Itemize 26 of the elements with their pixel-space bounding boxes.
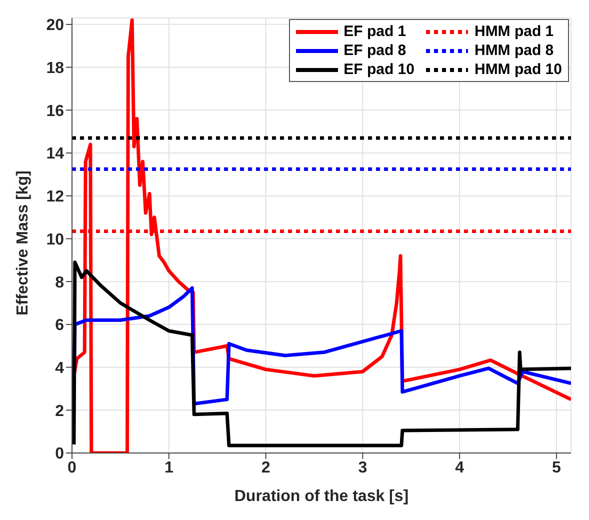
x-tick-label: 4 — [455, 459, 464, 476]
x-axis-title: Duration of the task [s] — [234, 488, 409, 505]
y-axis-title: Effective Mass [kg] — [14, 170, 32, 316]
legend-label: EF pad 8 — [344, 41, 406, 60]
legend-label: HMM pad 1 — [474, 22, 554, 41]
x-tick-label: 0 — [68, 459, 77, 476]
legend-label: HMM pad 8 — [474, 41, 554, 60]
x-tick-label: 1 — [164, 459, 174, 476]
legend-label: HMM pad 10 — [474, 60, 562, 79]
y-tick-label: 16 — [46, 102, 64, 120]
y-tick-label: 20 — [46, 17, 64, 34]
x-tick-label: 5 — [552, 459, 562, 476]
y-tick-label: 10 — [46, 231, 64, 248]
line-series — [72, 260, 571, 448]
x-tick-label: 2 — [261, 459, 270, 476]
y-tick-label: 2 — [55, 402, 64, 420]
y-tick-label: 12 — [46, 188, 64, 206]
y-tick-label: 14 — [46, 146, 64, 163]
y-tick-label: 8 — [55, 274, 64, 292]
y-tick-label: 18 — [46, 60, 64, 77]
y-tick-label: 6 — [55, 317, 64, 334]
y-tick-label: 4 — [55, 360, 64, 377]
legend-label: EF pad 10 — [344, 60, 414, 79]
legend-label: EF pad 1 — [344, 22, 406, 41]
x-tick-label: 3 — [358, 459, 368, 476]
y-tick-label: 0 — [55, 446, 64, 463]
